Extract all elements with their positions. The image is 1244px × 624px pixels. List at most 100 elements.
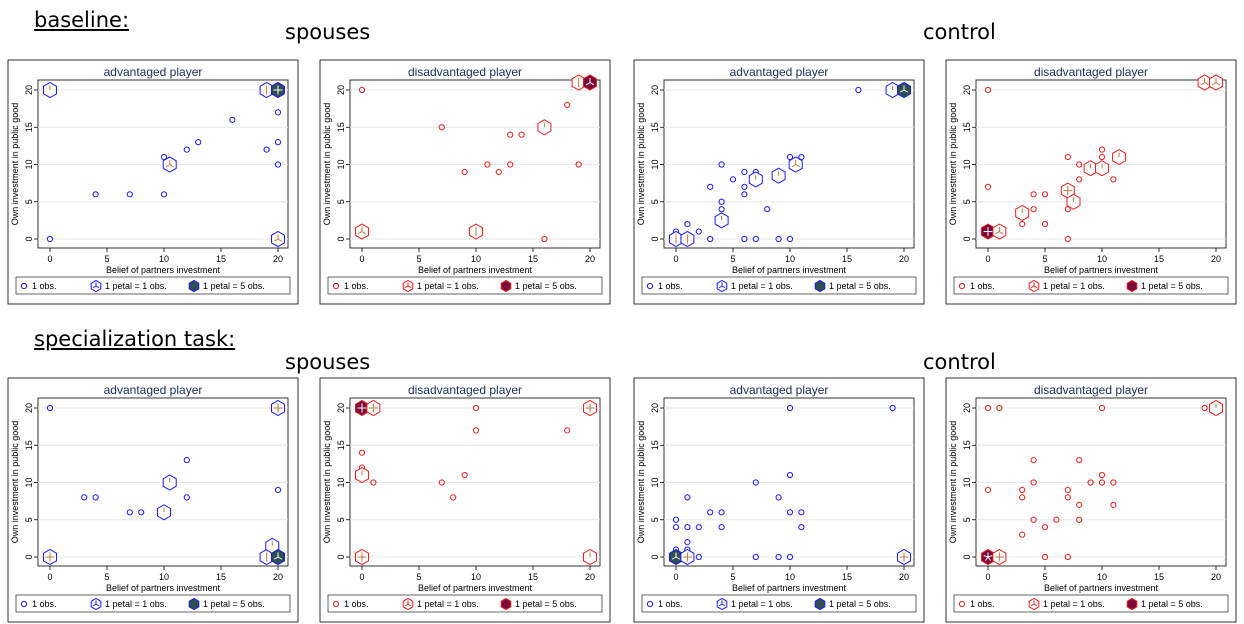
panel-1-xtick-label: 0 <box>359 254 364 264</box>
panel-1-point <box>495 168 502 176</box>
panel-2-legend-key-petal5 <box>814 279 826 293</box>
panel-3-xtick-label: 15 <box>1154 254 1164 264</box>
panel-7-xtick-label: 10 <box>1097 572 1107 582</box>
panel-5-point <box>564 427 571 434</box>
panel-2-petal <box>791 164 796 168</box>
panel-4-ytick-label: 20 <box>24 403 34 413</box>
panel-5-ylabel: Own investment in public good <box>322 421 332 544</box>
panel-3-point <box>984 183 992 190</box>
panel-0-xtick-label: 5 <box>104 254 109 264</box>
panel-3-point <box>1041 221 1049 228</box>
panel-3-border <box>945 59 1237 305</box>
panel-6-xtick-label: 20 <box>899 572 909 582</box>
panel-3-ytick-label: 5 <box>962 199 972 204</box>
panel-4-border <box>7 377 299 623</box>
panel-3-xtick-label: 10 <box>1097 254 1107 264</box>
panel-7-title: disadvantaged player <box>1034 383 1148 397</box>
panel-7-xtick-label: 5 <box>1042 572 1047 582</box>
panel-0-legend-key-point <box>20 282 28 290</box>
panel-1-point <box>461 168 468 176</box>
panel-0-point <box>160 153 168 161</box>
panel-1-petal <box>589 82 595 86</box>
panel-7-point <box>1087 479 1094 486</box>
panel-6-point <box>786 471 794 479</box>
panel-1-ytick-label: 20 <box>336 85 346 95</box>
panel-2-point <box>775 235 782 243</box>
panel-7-petal <box>987 556 992 561</box>
panel-7-legend-key-petal1-line <box>1033 603 1038 607</box>
panel-0-ytick-label: 10 <box>24 159 34 169</box>
panel-7-point <box>1019 494 1026 501</box>
panel-6-ylabel: Own investment in public good <box>636 421 646 544</box>
panel-7-point <box>1030 479 1037 486</box>
panel-0-point <box>46 235 54 243</box>
panel-7-point <box>1053 516 1060 523</box>
panel-2-point <box>855 86 862 94</box>
panel-1-xtick-label: 20 <box>585 254 595 264</box>
panel-3-xlabel: Belief of partners investment <box>1044 265 1159 275</box>
panel-3-legend-label-petal1: 1 petal = 1 obs. <box>1043 281 1105 291</box>
panel-5-xtick-label: 10 <box>471 572 481 582</box>
panel-2-point <box>729 176 737 183</box>
panel-0-petal <box>277 238 283 242</box>
panel-6-point <box>752 479 759 486</box>
panel-6-xtick-label: 5 <box>730 572 735 582</box>
panel-1-border <box>319 59 611 305</box>
panel-6-ytick-label: 20 <box>650 403 660 413</box>
panel-3-point <box>1110 176 1117 183</box>
panel-0-xtick-label: 10 <box>159 254 169 264</box>
panel-0-xtick-label: 0 <box>47 254 52 264</box>
panel-2-petal <box>899 89 905 93</box>
panel-5-point <box>450 494 457 501</box>
panel-6-point <box>684 494 691 501</box>
panel-4-xtick-label: 20 <box>273 572 283 582</box>
panel-1-ylabel: Own investment in public good <box>322 103 332 226</box>
panel-7-point <box>1076 457 1083 464</box>
panel-2-xlabel: Belief of partners investment <box>732 265 847 275</box>
panel-3-point <box>1064 235 1071 243</box>
panel-1-point <box>507 131 514 138</box>
panel-4-legend-box <box>15 594 291 613</box>
panel-4-ytick-label: 15 <box>24 440 34 450</box>
panel-0-ylabel: Own investment in public good <box>10 103 20 226</box>
panel-2-legend-key-petal1-line <box>718 285 723 289</box>
panel-2-point <box>786 153 794 161</box>
panel-5-legend-key-petal1-line <box>407 603 412 607</box>
panel-7-point <box>1098 404 1106 412</box>
panel-3-legend-key-petal1-line <box>1033 285 1038 289</box>
panel-6-legend-label-single: 1 obs. <box>658 599 683 609</box>
section-label-specialization: specialization task: <box>34 327 236 351</box>
panel-4-ytick-label: 0 <box>24 554 34 559</box>
panel-0-petal <box>273 238 279 242</box>
panel-5-point <box>358 449 366 456</box>
panel-5-point <box>438 479 445 486</box>
panel-7-xtick-label: 15 <box>1154 572 1164 582</box>
panel-1-legend-key-petal5 <box>500 279 512 293</box>
panel-3-point <box>1076 161 1083 168</box>
panel-1-ytick-label: 15 <box>336 122 346 132</box>
panel-1-point <box>541 235 548 243</box>
panel-6-point <box>672 516 680 523</box>
panel-3-legend-label-petal5: 1 petal = 5 obs. <box>1141 281 1203 291</box>
panel-7-point <box>1201 404 1208 412</box>
panel-3-ytick-label: 10 <box>962 159 972 169</box>
panel-2-point <box>741 168 748 176</box>
panel-6-xtick-label: 0 <box>673 572 678 582</box>
panel-3-point <box>1098 153 1106 161</box>
panel-7-point <box>1110 479 1117 486</box>
panel-1-petal <box>585 82 591 86</box>
panel-1-point <box>507 161 514 168</box>
panel-1-point <box>575 161 582 168</box>
panel-6-point <box>786 509 794 516</box>
group-label-baseline-spouses: spouses <box>285 20 371 44</box>
panel-6-point <box>695 553 702 561</box>
panel-6-point <box>775 494 782 501</box>
group-label-specialization-control: control <box>923 350 996 374</box>
panel-6-point <box>684 539 691 546</box>
panel-5-xtick-label: 20 <box>585 572 595 582</box>
panel-5-ytick-label: 20 <box>336 403 346 413</box>
panel-6-point <box>718 509 725 516</box>
panel-7-legend-label-petal5: 1 petal = 5 obs. <box>1141 599 1203 609</box>
panel-0-legend-label-petal5: 1 petal = 5 obs. <box>203 281 265 291</box>
panel-1-ytick-label: 10 <box>336 159 346 169</box>
